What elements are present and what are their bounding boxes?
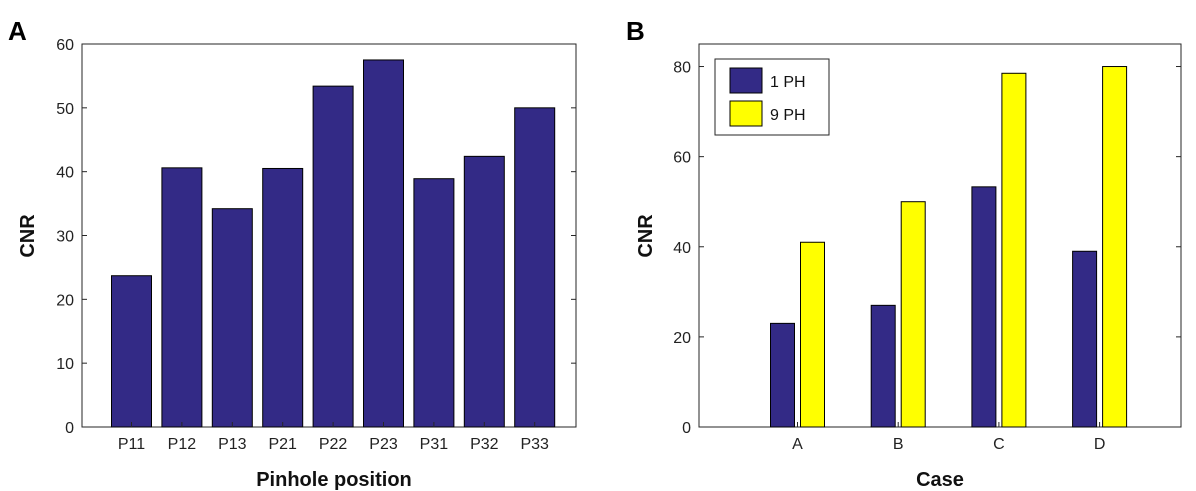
panel-a-y-ticks: 0 10 20 30 40 50 60 <box>56 37 576 437</box>
bar-a-9-ph <box>800 241 825 428</box>
x-tick-label-p23: P23 <box>369 436 398 453</box>
x-tick-label-d: D <box>1094 436 1106 453</box>
y-tick-label-80: 80 <box>673 60 691 77</box>
legend-swatch-1ph <box>729 67 763 94</box>
bar-p13 <box>211 208 253 428</box>
bar-p23 <box>363 59 404 428</box>
bar-p32 <box>463 155 505 428</box>
bar-d-9-ph <box>1102 66 1128 428</box>
x-tick-label-c: C <box>993 436 1005 453</box>
bar-p22 <box>312 85 354 428</box>
x-tick-label-p11: P11 <box>118 436 145 453</box>
panel-b-y-axis-label: CNR <box>635 214 657 258</box>
legend-label-9ph: 9 PH <box>770 107 806 124</box>
y-tick-label-30: 30 <box>56 229 74 246</box>
bar-b-1-ph <box>870 304 896 428</box>
y-tick-label-20: 20 <box>56 292 74 309</box>
panel-b-x-ticks: A B C D <box>792 422 1105 453</box>
x-tick-label-p12: P12 <box>168 436 197 453</box>
x-tick-label-a: A <box>792 436 803 453</box>
panel-b: B 0 20 40 60 80 A B C D Case CNR 1 PH 9 PH <box>626 16 1182 491</box>
x-tick-label-b: B <box>893 436 904 453</box>
x-tick-label-p32: P32 <box>470 436 499 453</box>
x-tick-label-p13: P13 <box>218 436 247 453</box>
y-tick-label-20: 20 <box>673 330 691 347</box>
y-tick-label-40: 40 <box>56 165 74 182</box>
panel-b-letter: B <box>626 16 645 46</box>
y-tick-label-0: 0 <box>65 420 74 437</box>
legend-swatch-9ph <box>729 100 763 127</box>
panel-a-letter: A <box>8 16 27 46</box>
y-tick-label-10: 10 <box>56 356 74 373</box>
panel-b-legend: 1 PH 9 PH <box>714 58 830 136</box>
y-tick-label-50: 50 <box>56 101 74 118</box>
bar-a-1-ph <box>770 322 795 428</box>
bar-c-1-ph <box>971 186 997 428</box>
panel-a-bars <box>111 59 556 428</box>
x-tick-label-p33: P33 <box>520 436 549 453</box>
bar-p21 <box>262 167 304 428</box>
legend-label-1ph: 1 PH <box>770 74 806 91</box>
panel-b-y-ticks: 0 20 40 60 80 <box>673 60 1181 437</box>
x-tick-label-p21: P21 <box>268 436 297 453</box>
panel-a-y-axis-label: CNR <box>17 214 39 258</box>
x-tick-label-p22: P22 <box>319 436 348 453</box>
bar-p12 <box>161 167 203 428</box>
y-tick-label-40: 40 <box>673 240 691 257</box>
panel-b-x-axis-label: Case <box>916 469 964 491</box>
panel-a-x-axis-label: Pinhole position <box>256 469 412 491</box>
y-tick-label-60: 60 <box>673 150 691 167</box>
bar-p31 <box>413 178 455 428</box>
bar-d-1-ph <box>1072 250 1098 428</box>
panel-a-x-ticks: P11 P12 P13 P21 P22 P23 P31 P32 P33 <box>118 422 549 453</box>
y-tick-label-60: 60 <box>56 37 74 54</box>
x-tick-label-p31: P31 <box>420 436 449 453</box>
panel-a: A 0 10 20 30 40 50 60 P11 P12 P13 P21 P22 P23 P31 P32… <box>8 16 577 491</box>
y-tick-label-0: 0 <box>682 420 691 437</box>
bar-c-9-ph <box>1001 72 1027 428</box>
panel-b-bars <box>770 66 1128 428</box>
bar-p11 <box>111 275 152 428</box>
bar-b-9-ph <box>900 201 926 428</box>
bar-p33 <box>514 107 556 428</box>
